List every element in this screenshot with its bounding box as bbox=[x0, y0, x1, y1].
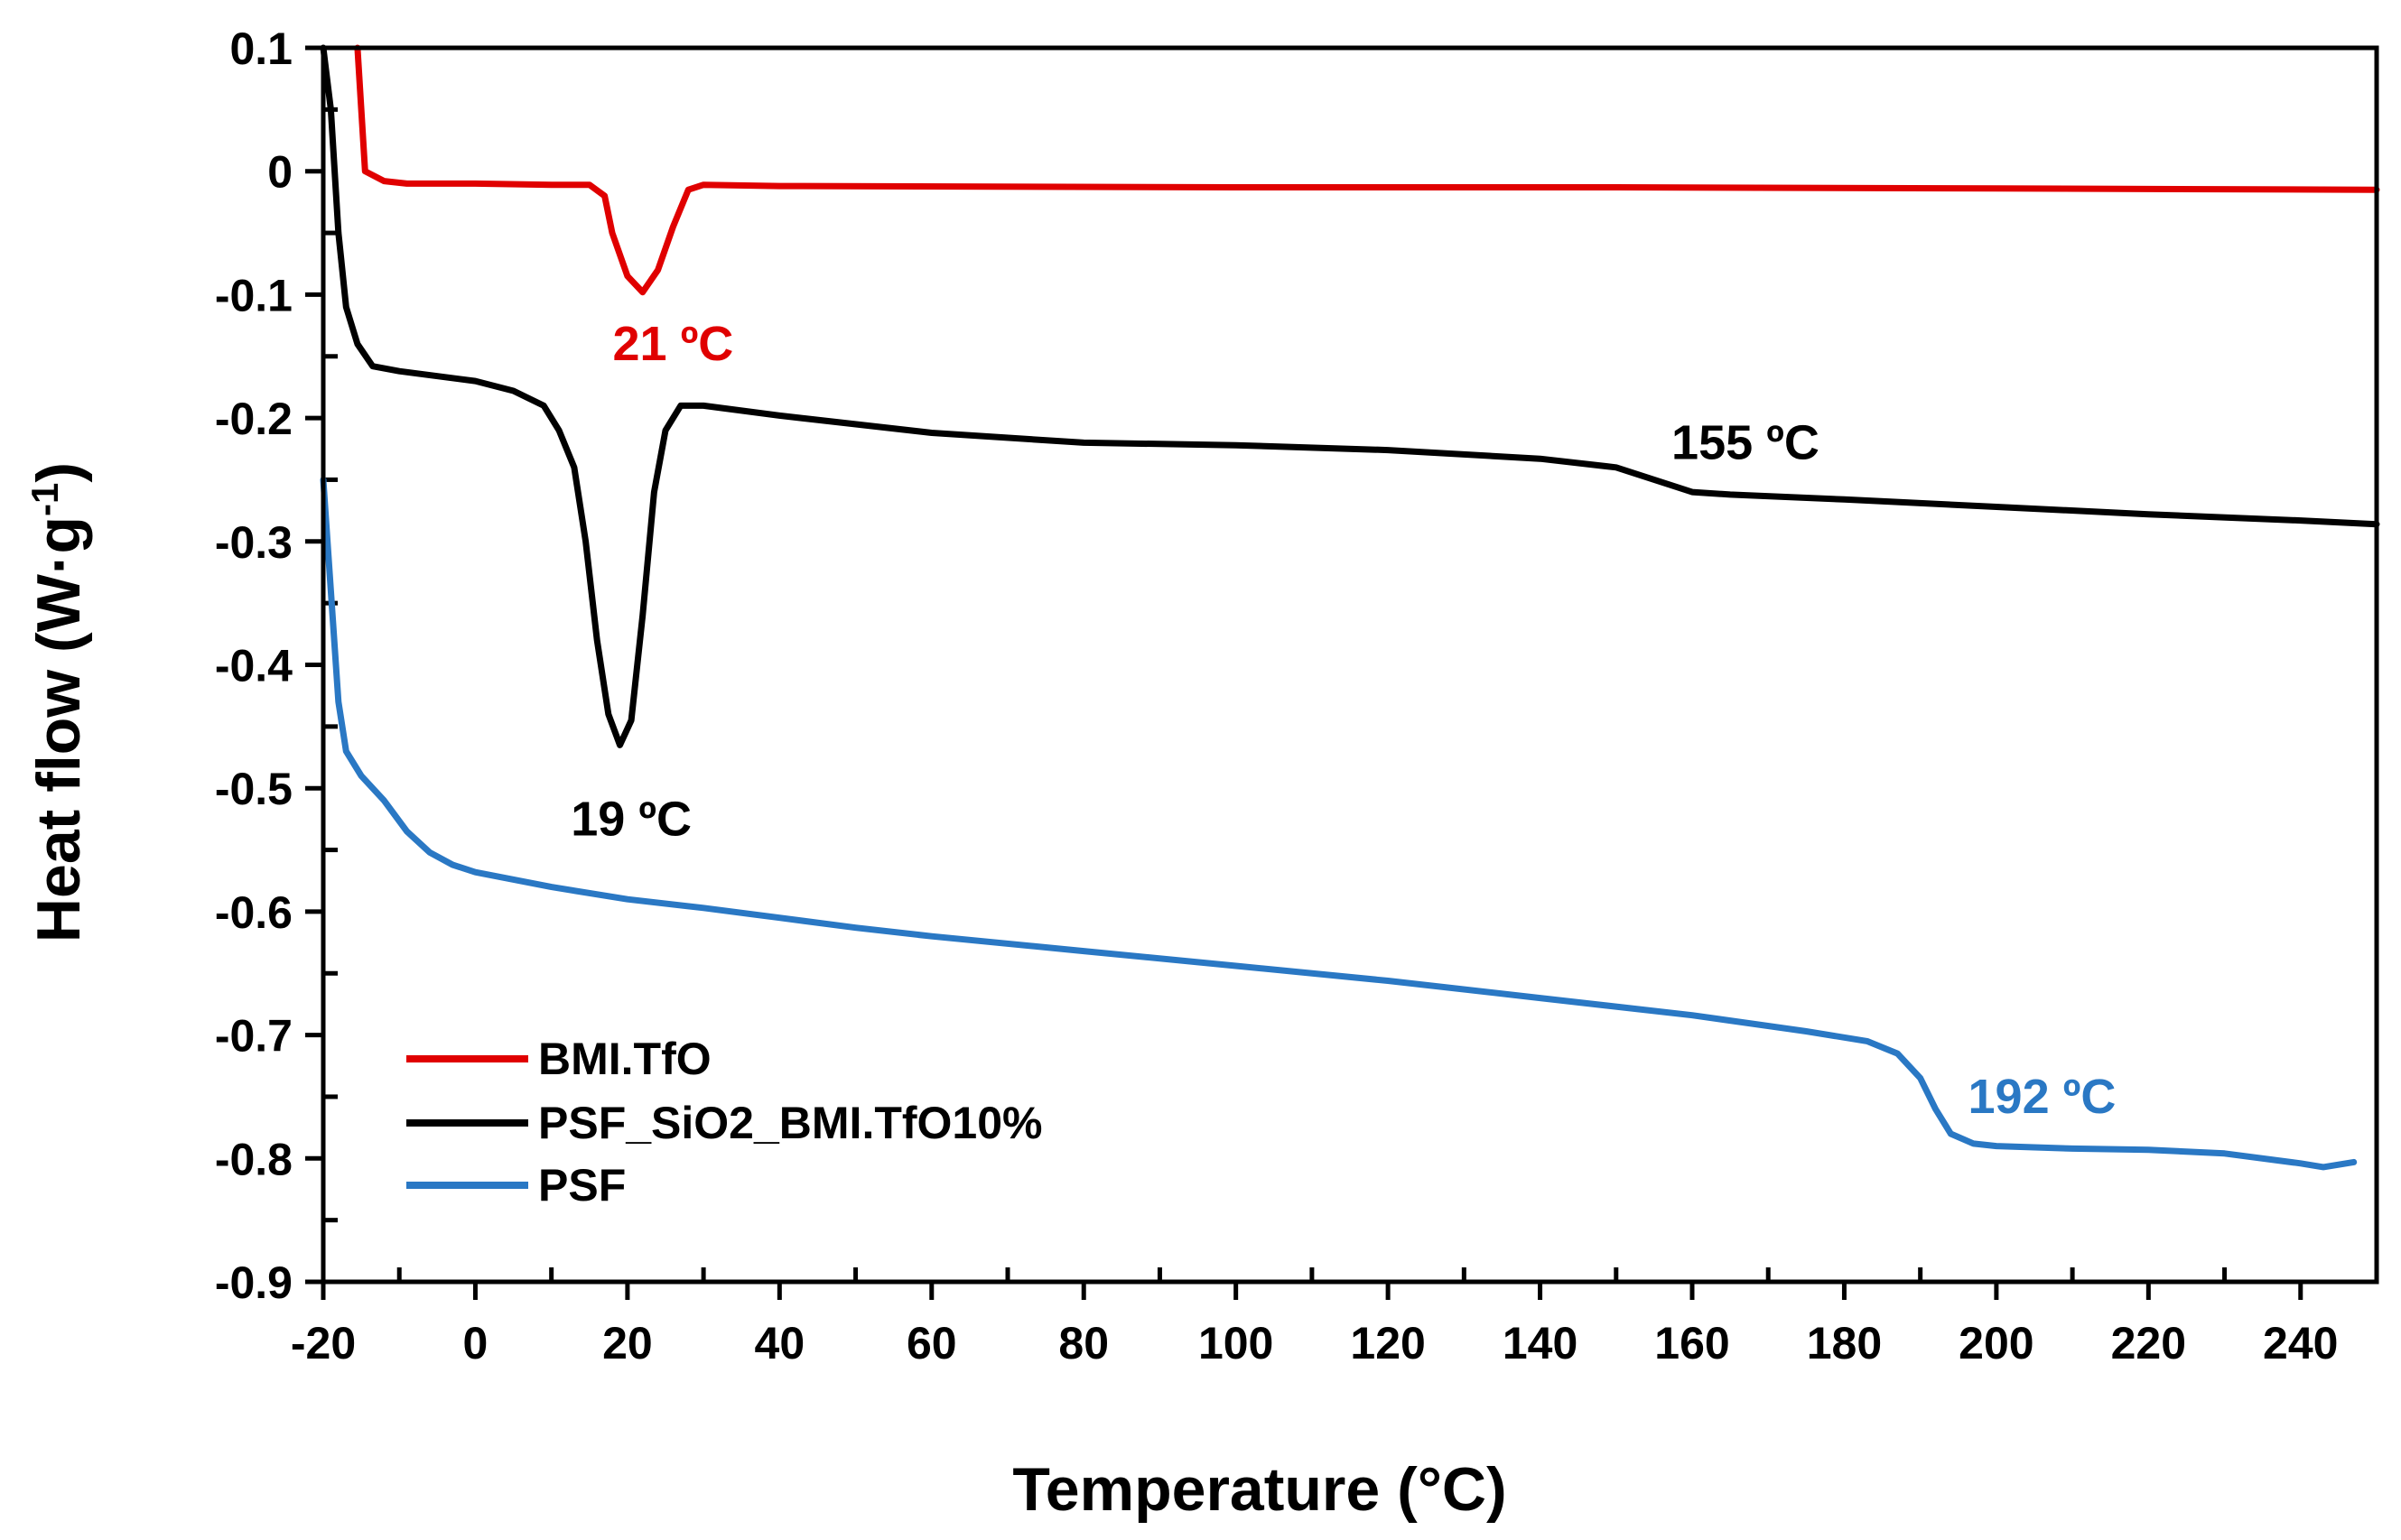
series-lines bbox=[320, 44, 2380, 1171]
x-tick-label: 80 bbox=[1058, 1318, 1109, 1368]
y-tick-label: -0.1 bbox=[215, 270, 293, 320]
x-axis-title: Temperature (°C) bbox=[1012, 1455, 1506, 1524]
axis-ticks bbox=[305, 45, 2303, 1300]
annotation-label: 155 ºC bbox=[1671, 415, 1819, 469]
x-tick-label: 20 bbox=[602, 1318, 653, 1368]
annotation-label: 192 ºC bbox=[1968, 1070, 2117, 1124]
x-tick-label: 120 bbox=[1350, 1318, 1425, 1368]
legend-label-psf: PSF bbox=[538, 1160, 626, 1211]
x-tick-label: 200 bbox=[1959, 1318, 2033, 1368]
y-axis-title-main: Heat flow (W·g bbox=[24, 516, 93, 942]
y-tick-label: 0 bbox=[267, 147, 293, 198]
x-tick-label: 140 bbox=[1503, 1318, 1577, 1368]
y-axis-title-superscript: -1 bbox=[23, 483, 66, 516]
y-axis-title-close: ) bbox=[24, 462, 93, 483]
x-tick-label: -20 bbox=[291, 1318, 356, 1368]
series-line-0 bbox=[354, 44, 2380, 296]
y-tick-label: -0.8 bbox=[215, 1134, 293, 1184]
y-tick-label: -0.3 bbox=[215, 517, 293, 568]
plot-area-frame bbox=[321, 45, 2379, 1285]
legend-label-bmi-tfo: BMI.TfO bbox=[538, 1034, 712, 1084]
y-axis-title: Heat flow (W·g-1) bbox=[23, 462, 93, 942]
annotation-label: 21 ºC bbox=[613, 317, 734, 371]
legend: BMI.TfO PSF_SiO2_BMI.TfO10% PSF bbox=[406, 1034, 1043, 1211]
x-tick-label: 240 bbox=[2263, 1318, 2338, 1368]
y-tick-label: -0.4 bbox=[215, 641, 293, 691]
y-tick-label: -0.5 bbox=[215, 764, 293, 814]
x-tick-label: 160 bbox=[1654, 1318, 1729, 1368]
x-tick-label: 100 bbox=[1198, 1318, 1273, 1368]
y-tick-label: -0.9 bbox=[215, 1257, 293, 1308]
legend-label-psf-sio2: PSF_SiO2_BMI.TfO10% bbox=[538, 1098, 1043, 1148]
x-tick-label: 60 bbox=[907, 1318, 957, 1368]
y-tick-label: -0.7 bbox=[215, 1011, 293, 1062]
series-line-2 bbox=[320, 476, 2358, 1171]
annotation-label: 19 ºC bbox=[571, 792, 692, 846]
x-tick-label: 40 bbox=[755, 1318, 805, 1368]
tick-labels: -20 0 20 40 60 80 100 120 140 160 180 200 220 240 0.1 0… bbox=[215, 23, 2339, 1368]
x-tick-label: 0 bbox=[463, 1318, 489, 1368]
x-tick-label: 180 bbox=[1807, 1318, 1882, 1368]
y-tick-label: 0.1 bbox=[229, 23, 293, 74]
x-tick-label: 220 bbox=[2111, 1318, 2186, 1368]
y-tick-label: -0.6 bbox=[215, 887, 293, 938]
y-tick-label: -0.2 bbox=[215, 394, 293, 444]
series-line-1 bbox=[320, 44, 2380, 748]
annotations: 21 ºC 19 ºC 155 ºC 192 ºC bbox=[571, 317, 2116, 1124]
